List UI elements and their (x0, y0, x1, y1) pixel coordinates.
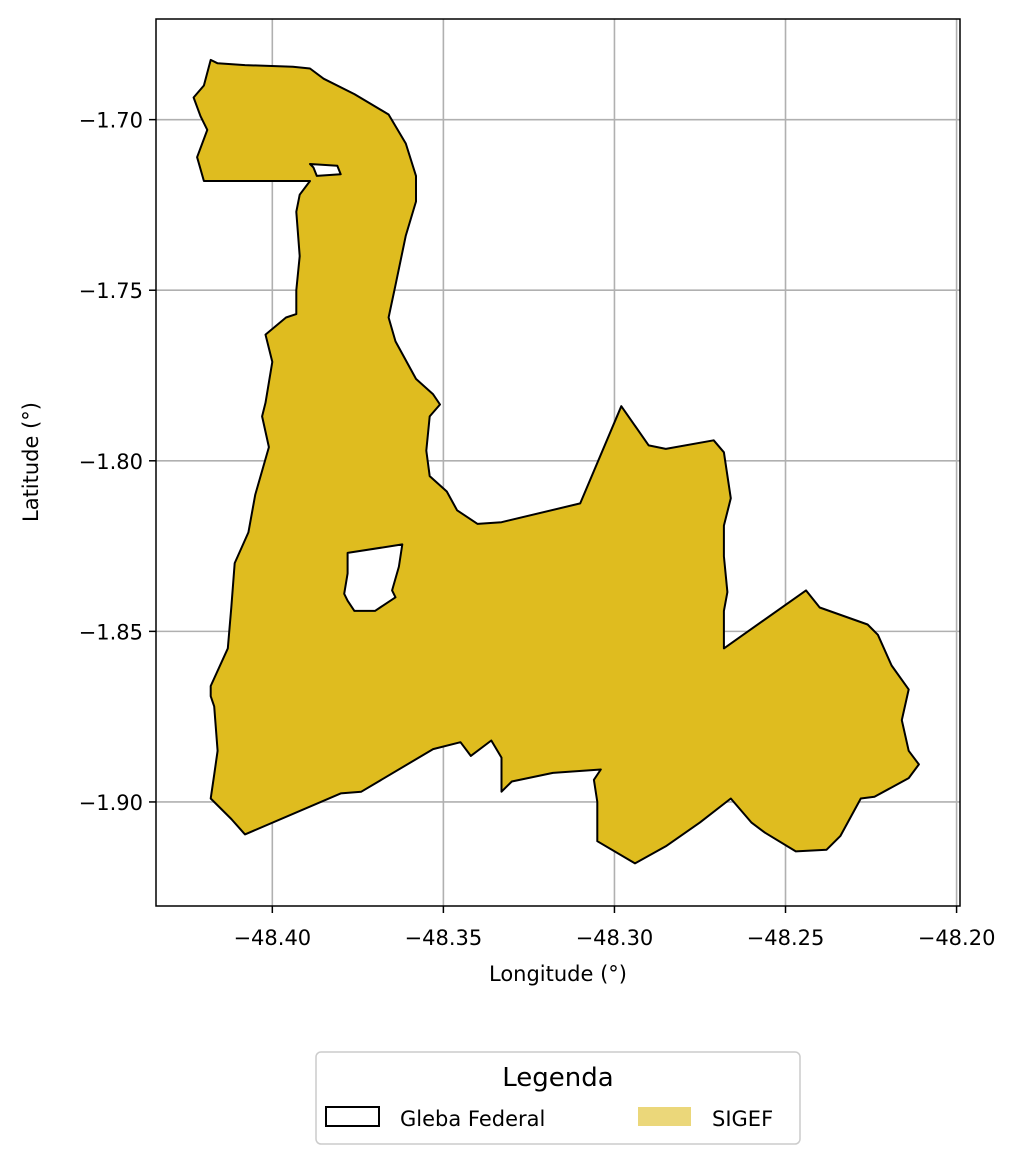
x-axis-label: Longitude (°) (489, 962, 627, 986)
y-tick-label: −1.80 (79, 450, 143, 474)
sigef-polygon (192, 58, 920, 865)
legend-swatch-gleba-federal (325, 1106, 380, 1127)
y-tick-label: −1.75 (79, 279, 143, 303)
legend-swatch-sigef (638, 1107, 691, 1126)
x-axis-ticks: −48.40 −48.35 −48.30 −48.25 −48.20 (233, 906, 995, 950)
sigef-layer (192, 58, 920, 865)
legend-label-gleba-federal: Gleba Federal (400, 1107, 545, 1131)
legend: Legenda Gleba Federal SIGEF (315, 1051, 801, 1145)
legend-title: Legenda (502, 1063, 613, 1093)
x-tick-label: −48.20 (918, 926, 996, 950)
plot-frame (155, 18, 961, 907)
y-tick-label: −1.70 (79, 109, 143, 133)
x-tick-label: −48.25 (747, 926, 825, 950)
y-axis-ticks: −1.70 −1.75 −1.80 −1.85 −1.90 (79, 109, 156, 815)
y-tick-label: −1.85 (79, 620, 143, 644)
x-tick-label: −48.40 (233, 926, 311, 950)
y-tick-label: −1.90 (79, 791, 143, 815)
legend-label-sigef: SIGEF (712, 1107, 773, 1131)
y-axis-label: Latitude (°) (19, 402, 43, 522)
x-tick-label: −48.35 (405, 926, 483, 950)
x-tick-label: −48.30 (576, 926, 654, 950)
